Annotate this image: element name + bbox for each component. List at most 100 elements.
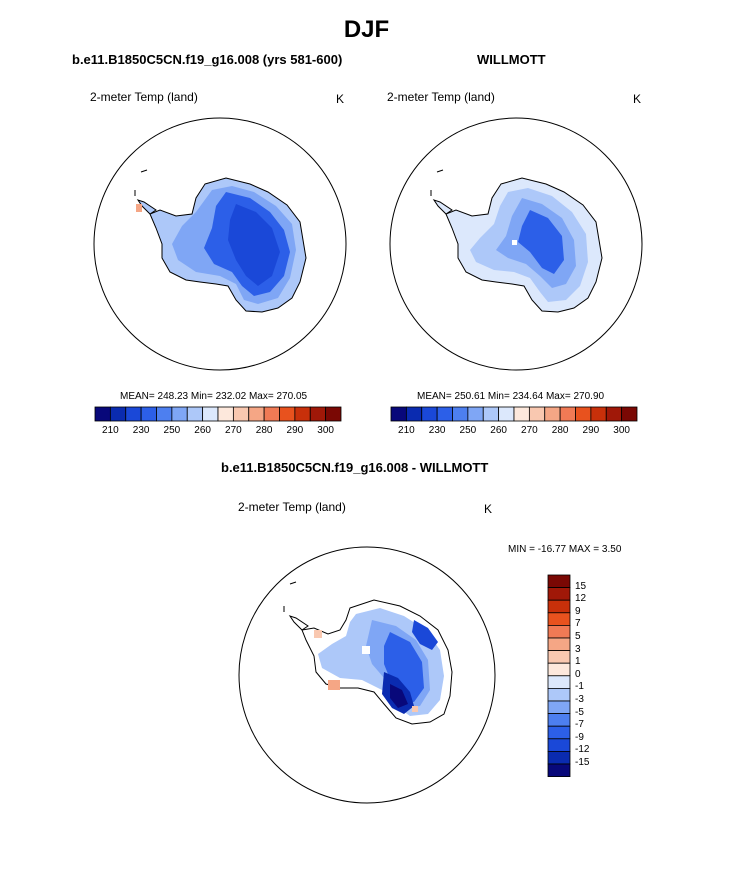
- diff-warm-cell-3: [412, 706, 418, 712]
- panel1-colorbar-swatch: [140, 406, 157, 422]
- panel1-colorbar-tick-label: 270: [225, 425, 242, 436]
- diff-antarctica-ne-strong: [412, 620, 438, 650]
- panel2-colorbar-tick-label: 270: [521, 425, 538, 436]
- diff-colorbar-swatch: [547, 751, 571, 765]
- diff-peninsula: [288, 615, 309, 631]
- panel1-title: b.e11.B1850C5CN.f19_g16.008 (yrs 581-600…: [72, 52, 343, 67]
- panel1-colorbar: [94, 406, 342, 422]
- panel1-colorbar-swatch: [156, 406, 173, 422]
- diff-colorbar-tick-label: 5: [575, 631, 581, 642]
- panel1-colorbar-swatch: [248, 406, 265, 422]
- panel1-colorbar-swatch: [94, 406, 111, 422]
- panel2-peninsula: [432, 199, 453, 215]
- panel2-colorbar-tick-label: 230: [428, 425, 446, 436]
- diff-minmax: MIN = -16.77 MAX = 3.50: [508, 544, 622, 555]
- panel2-units-label: K: [633, 92, 642, 106]
- panel1-colorbar-swatch: [202, 406, 219, 422]
- panel2-colorbar-swatch: [390, 406, 407, 422]
- panel2-variable-label: 2-meter Temp (land): [387, 90, 495, 104]
- panel1-colorbar-swatch: [279, 406, 296, 422]
- diff-colorbar-tick-label: 9: [575, 605, 581, 617]
- panel2-colorbar-tick-label: 250: [459, 425, 477, 436]
- panel1-colorbar-swatch: [186, 406, 204, 422]
- panel2-colorbar-tick-label: 210: [398, 425, 415, 436]
- diff-colorbar-swatch: [547, 599, 571, 614]
- panel1-colorbar-tick-label: 280: [255, 425, 273, 436]
- panel2-colorbar-swatch: [498, 406, 515, 422]
- diff-colorbar-swatch: [547, 738, 571, 752]
- panel2-colorbar-swatch: [621, 406, 638, 422]
- diff-colorbar: [547, 574, 571, 778]
- diff-colorbar-tick-label: -12: [575, 744, 590, 756]
- panel1-map: [93, 117, 347, 371]
- panel2-colorbar-swatch: [482, 406, 500, 422]
- panel2-colorbar-tick-label: 260: [490, 425, 507, 436]
- panel2-colorbar-swatch: [421, 406, 438, 422]
- diff-colorbar-swatch: [547, 612, 571, 626]
- diff-antarctica-darkest: [390, 684, 408, 708]
- panel1-colorbar-swatch: [109, 406, 127, 422]
- diff-colorbar-tick-label: 0: [575, 668, 581, 680]
- panel1-colorbar-tick-label: 300: [317, 425, 334, 436]
- panel2-colorbar-swatch: [436, 406, 453, 422]
- panel2-map: [389, 117, 643, 371]
- panel2-colorbar-tick-label: 300: [613, 425, 630, 436]
- panel2-white-cell: [512, 240, 517, 245]
- panel1-stats: MEAN= 248.23 Min= 232.02 Max= 270.05: [120, 391, 308, 402]
- diff-map: [238, 546, 496, 804]
- diff-colorbar-swatch: [547, 574, 571, 589]
- panel2-colorbar-tick-label: 290: [582, 425, 600, 436]
- diff-colorbar-swatch: [547, 688, 571, 702]
- panel2-colorbar-swatch: [575, 406, 592, 422]
- panel1-colorbar-swatch: [263, 406, 280, 422]
- panel1-colorbar-tick-label: 290: [286, 425, 304, 436]
- panel1-variable-label: 2-meter Temp (land): [90, 90, 198, 104]
- panel1-units-label: K: [336, 92, 345, 106]
- panel2-colorbar-swatch: [452, 406, 469, 422]
- diff-colorbar-tick-label: -1: [575, 681, 584, 693]
- panel2-colorbar-swatch: [544, 406, 561, 422]
- panel1-colorbar-swatch: [171, 406, 188, 422]
- panel2-title: WILLMOTT: [477, 52, 546, 67]
- diff-warm-cell-2: [314, 630, 322, 638]
- diff-warm-cell-1: [328, 680, 340, 690]
- panel2-colorbar: [390, 406, 638, 422]
- diff-colorbar-swatch: [547, 700, 571, 715]
- panel1-colorbar-swatch: [125, 406, 142, 422]
- diff-colorbar-swatch: [547, 675, 571, 689]
- panel2-colorbar-tick-label: 280: [551, 425, 569, 436]
- diff-colorbar-tick-label: 12: [575, 593, 587, 605]
- panel1-warm-cell: [136, 204, 142, 212]
- diff-units-label: K: [484, 502, 493, 516]
- panel1-colorbar-swatch: [294, 406, 311, 422]
- panel2-colorbar-swatch: [590, 406, 607, 422]
- diff-colorbar-swatch: [547, 725, 571, 740]
- diff-colorbar-tick-label: 3: [575, 643, 581, 655]
- panel1-colorbar-swatch: [325, 406, 342, 422]
- panel1-colorbar-swatch: [217, 406, 234, 422]
- diff-colorbar-swatch: [547, 625, 571, 639]
- panel1-colorbar-swatch: [232, 406, 250, 422]
- panel2-stats: MEAN= 250.61 Min= 234.64 Max= 270.90: [417, 391, 605, 402]
- diff-white-cell: [362, 646, 370, 654]
- panel2-antarctica-core: [518, 210, 564, 274]
- diff-colorbar-swatch: [547, 637, 571, 652]
- panel2-colorbar-swatch: [605, 406, 623, 422]
- diff-colorbar-swatch: [547, 587, 571, 601]
- diff-colorbar-tick-label: -5: [575, 706, 584, 718]
- panel1-colorbar-swatch: [309, 406, 327, 422]
- diff-colorbar-swatch: [547, 662, 571, 677]
- diff-colorbar-tick-label: 7: [575, 618, 581, 630]
- panel2-colorbar-swatch: [405, 406, 423, 422]
- panel1-colorbar-tick-label: 260: [194, 425, 211, 436]
- diff-title: b.e11.B1850C5CN.f19_g16.008 - WILLMOTT: [221, 460, 489, 475]
- panel2-colorbar-swatch: [559, 406, 576, 422]
- diff-colorbar-tick-label: -7: [575, 719, 584, 731]
- diff-colorbar-tick-label: -15: [575, 757, 590, 768]
- panel2-colorbar-swatch: [513, 406, 530, 422]
- panel1-peninsula: [136, 199, 157, 215]
- panel1-colorbar-tick-label: 230: [132, 425, 150, 436]
- panel2-colorbar-swatch: [528, 406, 546, 422]
- diff-colorbar-tick-label: -9: [575, 731, 584, 743]
